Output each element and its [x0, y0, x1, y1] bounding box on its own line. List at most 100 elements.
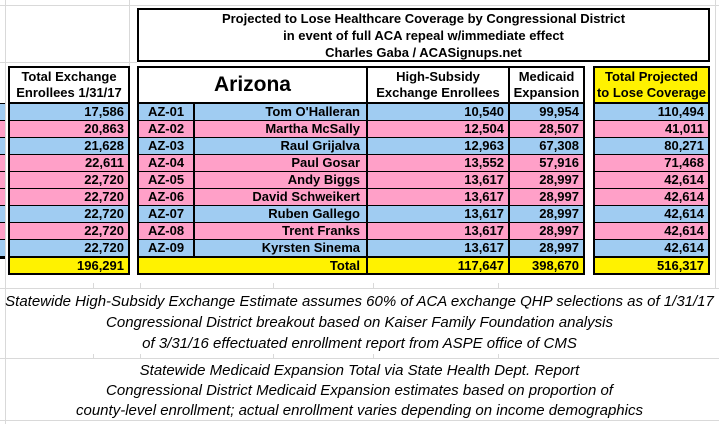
exchange-enrollees-cell: 22,720: [10, 206, 128, 222]
footnote-exchange-line-1: Statewide High-Subsidy Exchange Estimate…: [5, 293, 714, 310]
medicaid-cell: 28,997: [510, 240, 583, 256]
left-header-line-1: Total Exchange: [21, 69, 117, 84]
district-cell: AZ-03: [139, 138, 193, 154]
total-medicaid: 398,670: [510, 258, 583, 273]
gridline: [93, 283, 94, 288]
medicaid-cell: 67,308: [510, 138, 583, 154]
district-cell: AZ-07: [139, 206, 193, 222]
gridline: [0, 420, 719, 421]
high-subsidy-cell: 13,617: [368, 240, 508, 256]
representative-cell: Paul Gosar: [195, 155, 366, 171]
representative-cell: Ruben Gallego: [195, 206, 366, 222]
representative-cell: Martha McSally: [195, 121, 366, 137]
representative-cell: Tom O'Halleran: [195, 104, 366, 120]
total-projected-cell: 80,271: [595, 138, 708, 154]
representative-cell: Trent Franks: [195, 223, 366, 239]
medicaid-cell: 28,997: [510, 206, 583, 222]
total-row-label: Total: [139, 258, 366, 273]
representative-cell: David Schweikert: [195, 189, 366, 205]
high-subsidy-cell: 13,552: [368, 155, 508, 171]
col-header-line: to Lose Coverage: [596, 85, 707, 100]
total-projected-cell: 42,614: [595, 240, 708, 256]
gridline: [0, 358, 719, 359]
state-header: Arizona: [139, 68, 366, 102]
col-header-high-subsidy: High-Subsidy Exchange Enrollees: [368, 68, 508, 102]
high-subsidy-cell: 13,617: [368, 172, 508, 188]
exchange-enrollees-cell: 22,720: [10, 223, 128, 239]
footnote-medicaid-line-1: Statewide Medicaid Expansion Total via S…: [139, 362, 580, 379]
exchange-enrollees-cell: 21,628: [10, 138, 128, 154]
row-color-sliver: [0, 206, 5, 222]
row-color-sliver: [0, 121, 5, 137]
high-subsidy-cell: 10,540: [368, 104, 508, 120]
district-cell: AZ-06: [139, 189, 193, 205]
high-subsidy-cell: 13,617: [368, 223, 508, 239]
district-cell: AZ-09: [139, 240, 193, 256]
medicaid-cell: 57,916: [510, 155, 583, 171]
gridline: [373, 283, 374, 288]
high-subsidy-cell: 12,504: [368, 121, 508, 137]
district-cell: AZ-01: [139, 104, 193, 120]
total-projected-cell: 42,614: [595, 206, 708, 222]
gridline: [140, 354, 141, 358]
total-exchange-enrollees: 196,291: [10, 258, 128, 273]
representative-cell: Kyrsten Sinema: [195, 240, 366, 256]
col-header-line: Exchange Enrollees: [376, 85, 500, 100]
row-color-sliver: [0, 138, 5, 154]
exchange-enrollees-cell: 20,863: [10, 121, 128, 137]
title-line-3: Charles Gaba / ACASignups.net: [325, 45, 522, 60]
district-cell: AZ-02: [139, 121, 193, 137]
gridline: [93, 354, 94, 358]
title-line-2: in event of full ACA repeal w/immediate …: [283, 28, 564, 43]
total-projected-cell: 71,468: [595, 155, 708, 171]
representative-cell: Raul Grijalva: [195, 138, 366, 154]
row-color-sliver: [0, 172, 5, 188]
representative-cell: Andy Biggs: [195, 172, 366, 188]
total-projected-cell: 42,614: [595, 189, 708, 205]
high-subsidy-cell: 13,617: [368, 206, 508, 222]
gridline: [273, 354, 274, 358]
left-column-header: Total Exchange Enrollees 1/31/17: [10, 68, 128, 102]
row-color-sliver: [0, 155, 5, 171]
gridline: [0, 62, 137, 63]
gridline: [5, 0, 6, 424]
title-line-1: Projected to Lose Healthcare Coverage by…: [221, 11, 626, 26]
col-header-total-projected: Total Projected to Lose Coverage: [595, 68, 708, 102]
col-header-line: High-Subsidy: [396, 69, 480, 84]
total-projected-cell: 41,011: [595, 121, 708, 137]
exchange-enrollees-cell: 22,720: [10, 240, 128, 256]
footnote-exchange-line-3: of 3/31/16 effectuated enrollment report…: [142, 335, 577, 352]
medicaid-cell: 28,997: [510, 189, 583, 205]
total-projected-cell: 42,614: [595, 172, 708, 188]
table-title: Projected to Lose Healthcare Coverage by…: [139, 10, 708, 60]
gridline: [273, 283, 274, 288]
exchange-enrollees-cell: 17,586: [10, 104, 128, 120]
district-cell: AZ-05: [139, 172, 193, 188]
exchange-enrollees-cell: 22,720: [10, 172, 128, 188]
col-header-medicaid: Medicaid Expansion: [510, 68, 583, 102]
footnote-medicaid-line-2: Congressional District Medicaid Expansio…: [106, 382, 613, 399]
gridline: [140, 283, 141, 288]
high-subsidy-cell: 12,963: [368, 138, 508, 154]
col-header-line: Medicaid: [518, 69, 575, 84]
exchange-enrollees-cell: 22,720: [10, 189, 128, 205]
medicaid-cell: 28,997: [510, 172, 583, 188]
medicaid-cell: 99,954: [510, 104, 583, 120]
footnote-exchange-line-2: Congressional District breakout based on…: [106, 314, 613, 331]
total-high-subsidy: 117,647: [368, 258, 508, 273]
row-color-sliver: [0, 104, 5, 120]
total-projected-cell: 42,614: [595, 223, 708, 239]
gridline: [715, 0, 716, 288]
row-color-sliver: [0, 223, 5, 239]
row-color-sliver: [0, 189, 5, 205]
gridline: [498, 354, 499, 358]
district-cell: AZ-04: [139, 155, 193, 171]
gridline: [0, 5, 719, 6]
row-color-sliver: [0, 240, 5, 256]
col-header-line: Total Projected: [605, 69, 698, 84]
gridline: [0, 288, 719, 289]
medicaid-cell: 28,507: [510, 121, 583, 137]
footnote-medicaid-line-3: county-level enrollment; actual enrollme…: [76, 402, 643, 419]
total-projected-to-lose: 516,317: [595, 258, 708, 273]
